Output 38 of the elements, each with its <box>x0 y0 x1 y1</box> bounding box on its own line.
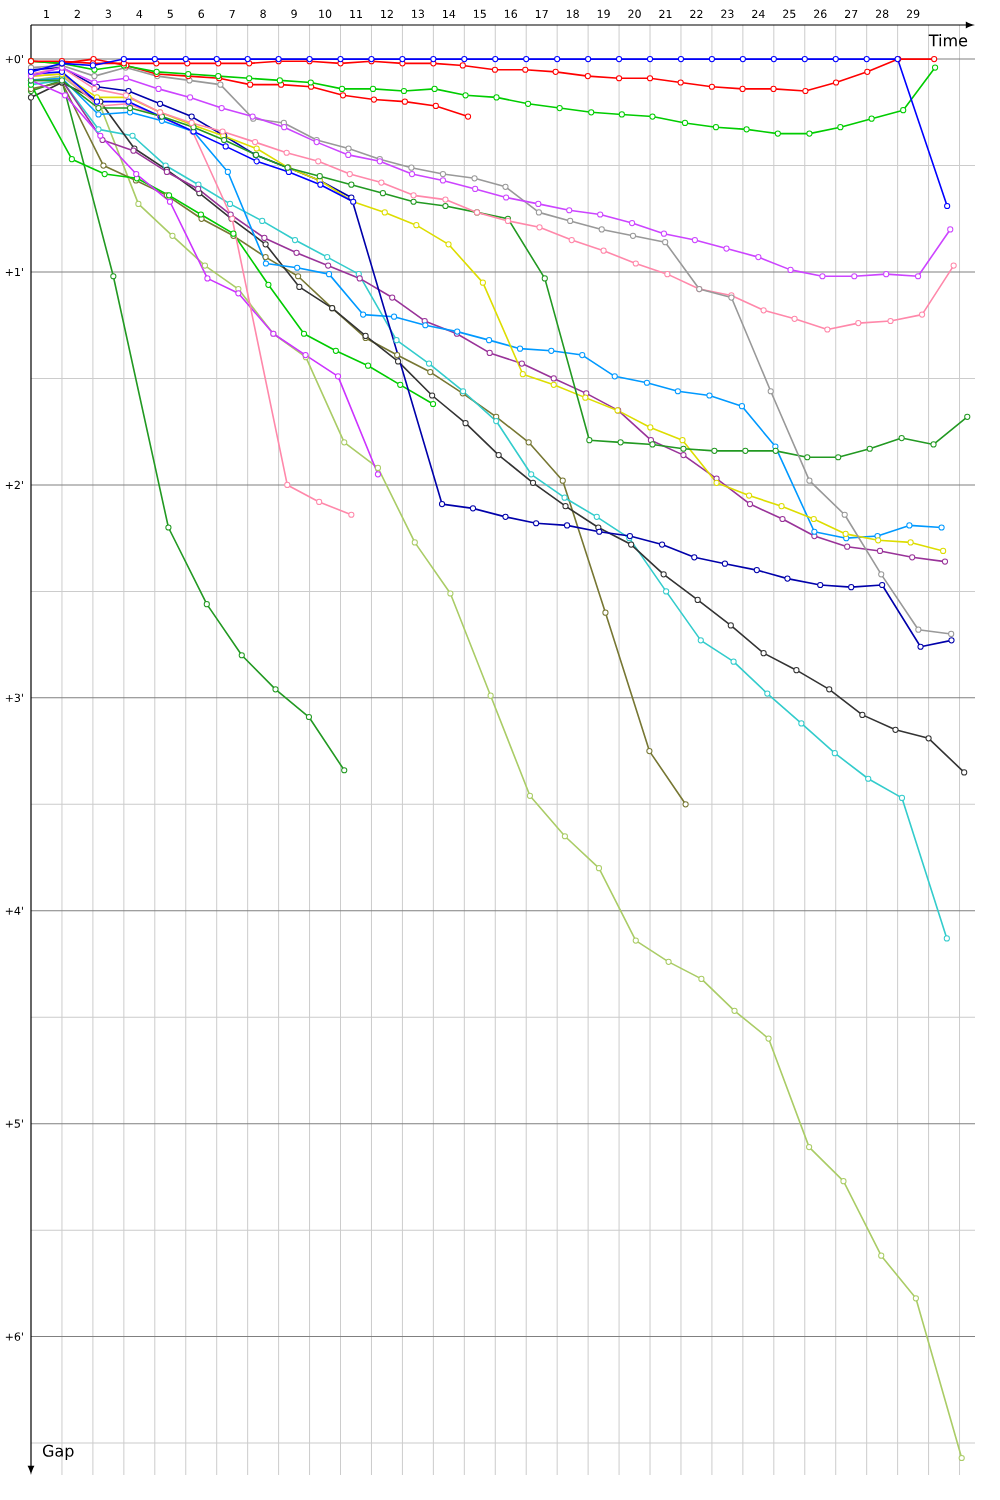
x-tick-label: 1 <box>44 9 49 18</box>
y-tick-label: +0' <box>5 54 23 64</box>
y-axis-title: Gap <box>42 1444 74 1460</box>
x-tick-label: 17 <box>535 9 548 18</box>
x-tick-label: 7 <box>229 9 235 18</box>
y-tick-label: +1' <box>5 267 23 277</box>
x-tick-label: 5 <box>167 9 173 18</box>
y-tick-label: +4' <box>5 906 23 915</box>
x-tick-label: 3 <box>105 9 111 18</box>
y-tick-label: +5' <box>5 1119 23 1128</box>
x-tick-label: 26 <box>814 9 827 18</box>
y-tick-label: +3' <box>5 693 23 703</box>
x-tick-label: 19 <box>597 9 610 18</box>
x-tick-label: 10 <box>319 9 332 18</box>
x-tick-label: 21 <box>659 9 672 18</box>
x-tick-label: 28 <box>875 9 889 18</box>
x-tick-label: 29 <box>906 9 920 18</box>
x-tick-label: 2 <box>74 9 80 18</box>
x-tick-label: 24 <box>752 9 765 18</box>
x-tick-label: 14 <box>443 9 456 18</box>
x-tick-label: 22 <box>690 9 703 18</box>
x-tick-label: 23 <box>721 9 734 18</box>
x-tick-label: 16 <box>504 9 518 18</box>
x-tick-label: 13 <box>412 9 424 18</box>
x-tick-label: 11 <box>350 9 362 18</box>
x-tick-label: 6 <box>198 9 205 18</box>
x-tick-label: 20 <box>628 9 641 18</box>
x-tick-label: 25 <box>783 9 796 18</box>
x-tick-label: 9 <box>291 9 297 18</box>
x-tick-label: 4 <box>136 9 143 18</box>
x-axis-title: Time <box>928 34 968 47</box>
x-tick-label: 8 <box>260 9 266 18</box>
y-tick-label: +6' <box>5 1332 23 1341</box>
x-tick-label: 12 <box>381 9 393 18</box>
x-tick-label: 15 <box>474 9 486 18</box>
y-tick-label: +2' <box>5 480 23 490</box>
x-tick-label: 27 <box>845 9 858 18</box>
x-tick-label: 18 <box>566 9 579 18</box>
